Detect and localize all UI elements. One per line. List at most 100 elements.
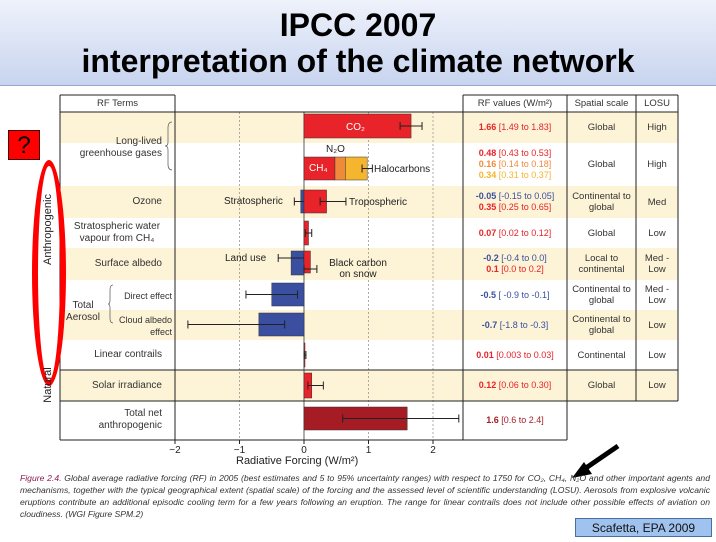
arrow-shaft xyxy=(581,443,620,473)
annotation-halocarbons: Halocarbons xyxy=(374,164,431,175)
term-total-net: Total net anthropogenic xyxy=(98,408,162,431)
losu-cell: Low xyxy=(648,380,666,391)
red-ellipse-highlight xyxy=(32,160,66,386)
llghg-bracket xyxy=(164,121,173,171)
term-cloud-albedo: Cloud albedo effect xyxy=(118,315,172,337)
rf-value-cell: 0.12 [0.06 to 0.30] xyxy=(463,370,567,401)
rf-value-cell: -0.5 [ -0.9 to -0.1] xyxy=(463,280,567,310)
rf-value-cell: -0.7 [-1.8 to -0.3] xyxy=(463,310,567,340)
row-band xyxy=(60,186,678,218)
spatial-scale-cell: Global xyxy=(587,227,616,239)
rf-value: 0.34 [0.31 to 0.37] xyxy=(479,170,552,181)
aerosol-bracket xyxy=(107,284,114,324)
rf-value: 0.16 [0.14 to 0.18] xyxy=(479,159,552,170)
rf-value: 0.07 [0.02 to 0.12] xyxy=(479,228,552,239)
spatial-scale-cell: Continental xyxy=(577,349,626,361)
annotation-land-use: Land use xyxy=(225,253,267,264)
rf-range: [0.43 to 0.53] xyxy=(496,148,552,158)
rf-value: -0.2 [-0.4 to 0.0] xyxy=(483,253,547,264)
x-tick-label: 0 xyxy=(301,445,307,456)
rf-best: 0.07 xyxy=(478,227,497,238)
rf-value: 0.01 [0.003 to 0.03] xyxy=(476,350,554,361)
rf-range: [0.25 to 0.65] xyxy=(496,202,552,212)
rf-best: 0.12 xyxy=(478,380,497,390)
x-axis-label: Radiative Forcing (W/m²) xyxy=(236,455,359,467)
losu-cell: High xyxy=(647,122,667,133)
term-ozone: Ozone xyxy=(132,196,162,207)
spatial-scale-cell: Continental to global xyxy=(572,191,631,213)
spatial-scale-cell: Global xyxy=(587,159,616,170)
rf-value: 0.1 [0.0 to 0.2] xyxy=(486,264,544,275)
arrow-head xyxy=(572,462,592,478)
rf-best: -0.2 xyxy=(483,253,499,263)
rf-value-cell: 0.01 [0.003 to 0.03] xyxy=(463,340,567,370)
spatial-scale-cell: Local to continental xyxy=(578,253,625,275)
losu-cell: Low xyxy=(648,319,666,331)
rf-range: [-0.4 to 0.0] xyxy=(498,253,547,263)
rf-value: -0.05 [-0.15 to 0.05] xyxy=(476,191,555,202)
rf-value-cell: 0.48 [0.43 to 0.53] 0.16 [0.14 to 0.18] 0.… xyxy=(463,143,567,186)
rf-range: [0.06 to 0.30] xyxy=(496,380,552,390)
rf-range: [ -0.9 to -0.1] xyxy=(495,289,550,300)
annotation-ch4: CH₄ xyxy=(309,163,328,174)
term-linear-contrails: Linear contrails xyxy=(94,349,162,360)
x-tick-label: −2 xyxy=(169,445,181,456)
title-line-1: IPCC 2007 xyxy=(279,7,437,43)
rf-best: 0.34 xyxy=(478,170,497,180)
rf-range: [0.6 to 2.4] xyxy=(498,415,544,425)
annotation-stratospheric: Stratospheric xyxy=(224,196,283,207)
term-solar-irradiance: Solar irradiance xyxy=(91,380,162,391)
bar-land-use xyxy=(290,250,305,276)
annotation-co2: CO₂ xyxy=(346,122,365,133)
rf-best: -0.7 xyxy=(481,319,498,330)
rf-range: [-1.8 to -0.3] xyxy=(497,319,549,330)
rf-best: 0.16 xyxy=(478,159,497,169)
rf-value-cell: 0.07 [0.02 to 0.12] xyxy=(463,218,567,248)
rf-range: [-0.15 to 0.05] xyxy=(496,191,555,201)
anthropogenic-label: Anthropogenic xyxy=(42,194,54,265)
row-band xyxy=(60,248,678,280)
rf-value-cell: -0.05 [-0.15 to 0.05] 0.35 [0.25 to 0.65] xyxy=(463,186,567,218)
credit-box: Scafetta, EPA 2009 xyxy=(575,518,712,537)
rf-range: [0.31 to 0.37] xyxy=(496,170,552,180)
rf-value: -0.5 [ -0.9 to -0.1] xyxy=(480,290,549,301)
header-rf-values: RF values (W/m²) xyxy=(477,98,553,109)
bar-n2o xyxy=(334,156,346,181)
rf-best: 1.66 xyxy=(478,122,497,132)
term-total-aerosol: Total Aerosol xyxy=(66,300,100,323)
row-band xyxy=(60,370,678,401)
rf-best: -0.5 xyxy=(480,289,496,300)
rf-value-cell: 1.6 [0.6 to 2.4] xyxy=(463,401,567,440)
spatial-scale-cell: Continental to global xyxy=(572,284,631,306)
rf-range: [0.14 to 0.18] xyxy=(496,159,552,169)
rf-best: 1.6 xyxy=(486,415,499,425)
bar-black-carbon-on-snow xyxy=(303,250,311,274)
annotation-n2o: N₂O xyxy=(326,144,345,155)
figure-caption: Figure 2.4. Global average radiative for… xyxy=(20,472,710,520)
losu-cell: Med -Low xyxy=(644,253,670,275)
question-mark-box: ? xyxy=(8,130,40,160)
rf-value-cell: 1.66 [1.49 to 1.83] xyxy=(463,112,567,143)
natural-label: Natural xyxy=(42,367,54,403)
rf-best: 0.48 xyxy=(478,148,497,158)
losu-cell: Med -Low xyxy=(644,284,670,306)
x-tick-label: 1 xyxy=(366,445,372,456)
rf-value: 0.12 [0.06 to 0.30] xyxy=(479,380,552,391)
term-long-lived-ghg: Long-lived greenhouse gases xyxy=(79,136,162,159)
row-band xyxy=(60,310,678,340)
rf-value: 1.66 [1.49 to 1.83] xyxy=(479,122,552,133)
spatial-scale-cell: Global xyxy=(587,380,616,391)
rf-best: -0.05 xyxy=(475,191,497,201)
caption-text: Global average radiative forcing (RF) in… xyxy=(20,473,710,519)
header-losu: LOSU xyxy=(644,98,670,109)
rf-value: 0.35 [0.25 to 0.65] xyxy=(479,202,552,213)
x-tick-label: 2 xyxy=(430,445,436,456)
annotation-tropospheric: Tropospheric xyxy=(349,197,407,208)
spatial-scale-cell: Continental to global xyxy=(572,314,631,336)
title-line-2: interpretation of the climate network xyxy=(81,43,635,79)
losu-cell: Med xyxy=(647,196,667,208)
rf-value-cell: -0.2 [-0.4 to 0.0] 0.1 [0.0 to 0.2] xyxy=(463,248,567,280)
rf-best: 0.35 xyxy=(478,202,497,212)
rf-best: 0.01 xyxy=(476,349,494,360)
